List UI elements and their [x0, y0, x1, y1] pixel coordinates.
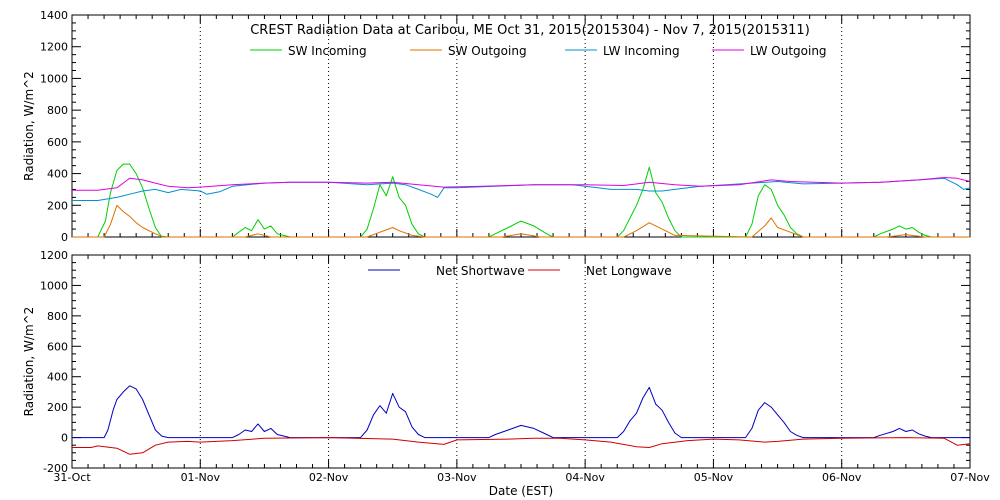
- y-tick-label: -200: [43, 462, 68, 475]
- y-tick-label: 800: [47, 104, 68, 117]
- y-tick-label: 1000: [40, 279, 68, 292]
- series-line-lw_out: [72, 177, 971, 191]
- legend-label-sw_out: SW Outgoing: [448, 44, 527, 58]
- y-tick-label: 1200: [40, 249, 68, 262]
- y-tick-label: 600: [47, 340, 68, 353]
- panel-2: [71, 254, 971, 469]
- legend-label-sw_in: SW Incoming: [288, 44, 367, 58]
- plot-frame: [71, 254, 971, 469]
- x-tick-label: 02-Nov: [309, 471, 349, 484]
- y-axis-label: Radiation, W/m^2: [22, 71, 36, 181]
- y-tick-label: 1400: [40, 9, 68, 22]
- x-tick-label: 03-Nov: [437, 471, 477, 484]
- y-axis-label: Radiation, W/m^2: [22, 307, 36, 417]
- x-tick-label: 04-Nov: [565, 471, 605, 484]
- series-line-net_sw: [72, 385, 970, 439]
- legend-label-lw_out: LW Outgoing: [750, 44, 827, 58]
- legend-label-net_lw: Net Longwave: [586, 264, 672, 278]
- legend-label-lw_in: LW Incoming: [603, 44, 680, 58]
- series-line-net_lw: [72, 437, 971, 455]
- y-tick-label: 1200: [40, 41, 68, 54]
- y-tick-label: 0: [61, 231, 68, 244]
- legend-label-net_sw: Net Shortwave: [436, 264, 525, 278]
- y-tick-label: 200: [47, 199, 68, 212]
- y-tick-label: 400: [47, 371, 68, 384]
- x-axis-label: Date (EST): [489, 484, 553, 498]
- y-tick-label: 600: [47, 136, 68, 149]
- x-tick-label: 05-Nov: [694, 471, 734, 484]
- series-line-sw_in: [72, 163, 970, 238]
- y-tick-label: 0: [61, 432, 68, 445]
- series-line-lw_in: [72, 177, 971, 201]
- y-tick-label: 400: [47, 168, 68, 181]
- x-tick-label: 07-Nov: [950, 471, 990, 484]
- y-tick-label: 200: [47, 401, 68, 414]
- series-line-sw_out: [72, 204, 970, 238]
- y-tick-label: 800: [47, 310, 68, 323]
- x-tick-label: 06-Nov: [822, 471, 862, 484]
- y-tick-label: 1000: [40, 72, 68, 85]
- chart-title: CREST Radiation Data at Caribou, ME Oct …: [250, 23, 810, 38]
- panel-1: [71, 14, 971, 238]
- x-tick-label: 01-Nov: [181, 471, 221, 484]
- x-tick-label: 31-Oct: [53, 471, 91, 484]
